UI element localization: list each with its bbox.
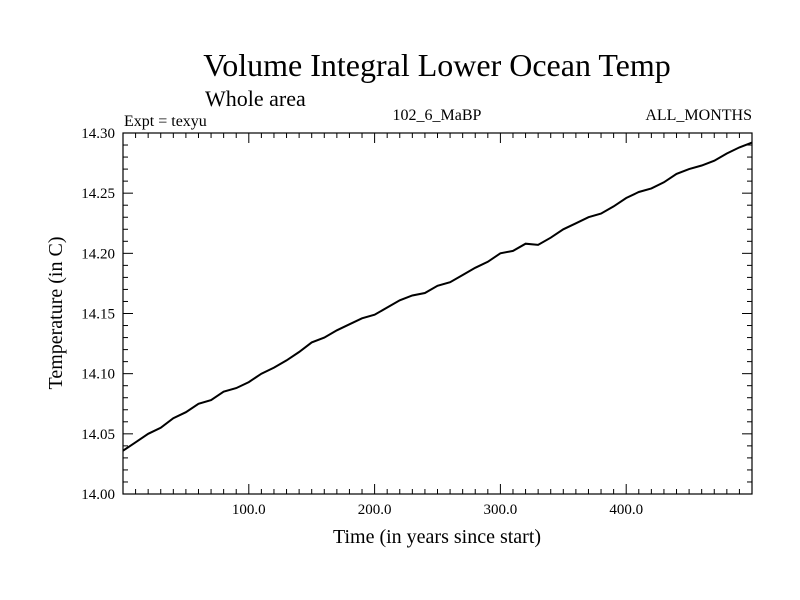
axis-tick-labels: 100.0 200.0 300.0 400.0 14.00 14.05 14.10 14.15… — [81, 126, 643, 518]
y-tick-label: 14.15 — [81, 307, 115, 323]
plot-frame — [122, 132, 753, 495]
x-tick-label: 200.0 — [358, 502, 392, 518]
x-tick-label: 400.0 — [609, 502, 643, 518]
experiment-label: Expt = texyu — [124, 113, 207, 130]
months-label: ALL_MONTHS — [645, 107, 752, 124]
y-tick-label: 14.00 — [81, 487, 115, 503]
y-tick-label: 14.05 — [81, 427, 115, 443]
y-axis-label: Temperature (in C) — [45, 237, 67, 390]
chart-title: Volume Integral Lower Ocean Temp — [203, 47, 671, 83]
chart-subtitle: Whole area — [205, 86, 306, 111]
y-tick-label: 14.20 — [81, 246, 115, 262]
axis-ticks — [123, 133, 752, 494]
y-tick-label: 14.30 — [81, 126, 115, 142]
period-label: 102_6_MaBP — [393, 107, 482, 124]
y-tick-label: 14.10 — [81, 367, 115, 383]
x-tick-label: 100.0 — [232, 502, 266, 518]
y-tick-label: 14.25 — [81, 186, 115, 202]
x-axis-label: Time (in years since start) — [333, 526, 541, 548]
x-tick-label: 300.0 — [484, 502, 518, 518]
series-line — [122, 141, 753, 452]
